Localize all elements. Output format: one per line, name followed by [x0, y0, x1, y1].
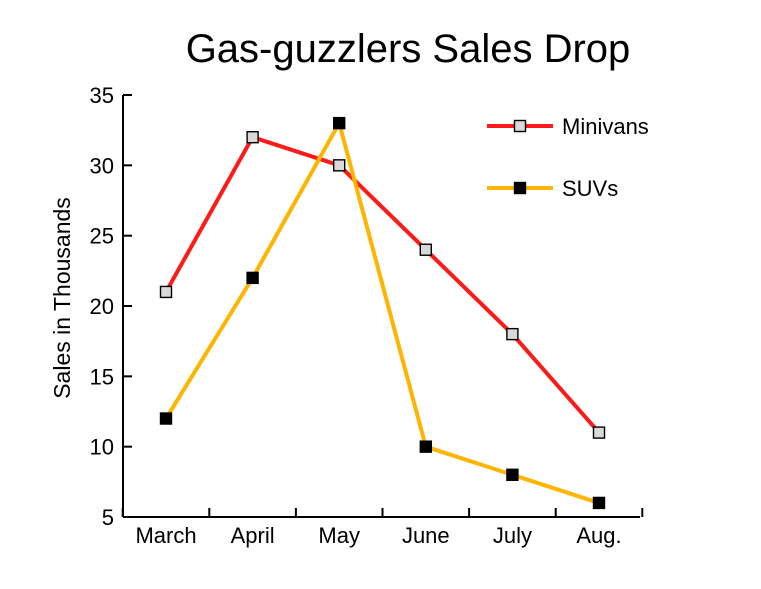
y-tick-label: 35: [90, 83, 114, 108]
data-point-minivans: [419, 243, 432, 256]
y-tick-label: 20: [90, 294, 114, 319]
data-point-minivans: [159, 285, 173, 299]
data-point-suvs: [159, 412, 173, 425]
y-tick-label: 5: [102, 505, 114, 530]
legend-marker-suvs: [513, 181, 527, 195]
x-tick-label: Aug.: [576, 523, 621, 548]
x-tick-label: April: [231, 523, 275, 548]
y-tick-label: 30: [90, 153, 114, 178]
data-point-suvs: [506, 468, 519, 481]
y-tick-label: 10: [90, 435, 114, 460]
data-point-minivans: [506, 327, 519, 341]
data-point-suvs: [246, 271, 259, 285]
data-point-minivans: [246, 130, 259, 144]
x-tick-label: July: [493, 523, 532, 548]
x-tick-label: June: [402, 523, 450, 548]
data-point-minivans: [333, 159, 346, 172]
x-tick-label: May: [318, 523, 360, 548]
data-point-minivans: [592, 426, 606, 439]
y-tick-label: 15: [90, 364, 114, 389]
y-axis-label: Sales in Thousands: [49, 197, 75, 399]
axes: 5 10 15 20 25 30 35 March April May June July Aug.: [90, 83, 644, 548]
data-point-suvs: [592, 496, 606, 510]
data-point-suvs: [419, 440, 432, 453]
series-layer: [159, 116, 606, 510]
legend-label-minivans: Minivans: [562, 114, 649, 139]
legend-marker-minivans: [513, 119, 527, 133]
series-line-minivans: [164, 135, 601, 434]
series-line-suvs: [164, 121, 600, 505]
legend-label-suvs: SUVs: [562, 176, 618, 201]
y-tick-label: 25: [90, 224, 114, 249]
x-tick-label: March: [135, 523, 196, 548]
chart-title: Gas-guzzlers Sales Drop: [186, 27, 631, 71]
data-point-suvs: [333, 116, 346, 130]
legend: Minivans SUVs: [487, 114, 649, 201]
